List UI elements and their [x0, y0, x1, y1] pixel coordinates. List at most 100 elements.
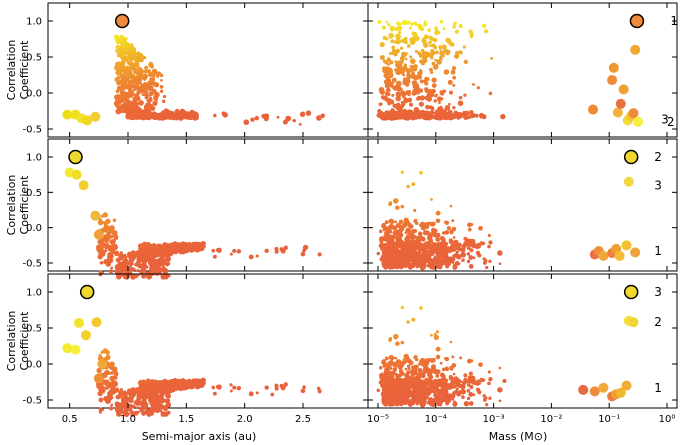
data-point	[292, 119, 295, 123]
data-point	[444, 366, 450, 372]
data-point	[147, 396, 150, 400]
data-point	[405, 68, 412, 74]
data-point	[159, 85, 164, 89]
data-point	[199, 378, 205, 384]
data-point	[432, 378, 438, 384]
data-point	[194, 243, 199, 249]
data-point	[136, 259, 142, 264]
data-point	[385, 97, 392, 104]
data-point	[394, 263, 397, 266]
data-point	[193, 247, 198, 252]
data-point	[414, 75, 418, 79]
data-point	[104, 237, 110, 243]
data-point	[376, 251, 380, 256]
data-point	[317, 252, 322, 257]
data-point	[413, 208, 417, 213]
data-point	[454, 29, 460, 34]
data-point	[399, 388, 405, 394]
data-point	[404, 367, 408, 371]
x-tick-label-left: 1.0	[120, 414, 136, 425]
data-point	[140, 251, 146, 258]
data-point	[166, 261, 171, 266]
data-point	[141, 87, 147, 93]
data-point	[105, 218, 111, 224]
big-data-point	[628, 108, 639, 119]
data-point	[435, 354, 441, 360]
data-point	[484, 396, 488, 400]
data-point	[125, 396, 129, 399]
data-point	[415, 259, 420, 264]
data-point	[442, 378, 448, 384]
data-point	[405, 238, 411, 245]
data-point	[172, 246, 178, 253]
data-point	[488, 259, 492, 263]
data-point	[152, 115, 157, 120]
data-point	[448, 374, 453, 380]
data-point	[114, 34, 119, 40]
data-point	[250, 117, 255, 122]
data-point	[406, 184, 410, 189]
data-point	[441, 44, 447, 50]
data-point	[411, 80, 418, 86]
data-point	[449, 340, 453, 344]
data-point	[136, 269, 140, 273]
data-point	[129, 66, 134, 70]
data-point	[431, 88, 436, 94]
data-point	[96, 246, 102, 253]
data-point	[424, 81, 429, 86]
data-point	[388, 32, 394, 39]
data-point	[100, 214, 105, 218]
data-point	[437, 31, 441, 35]
data-point	[396, 60, 402, 65]
data-point	[452, 75, 457, 80]
data-point	[147, 259, 150, 263]
data-point	[398, 22, 402, 26]
data-point	[154, 409, 158, 413]
data-point	[131, 100, 137, 106]
data-point	[110, 403, 114, 407]
data-point	[488, 376, 493, 382]
data-point	[255, 391, 259, 395]
data-point	[422, 361, 426, 365]
data-point	[476, 86, 480, 90]
data-point	[110, 266, 114, 270]
x-axis-label-left: Semi-major axis (au)	[142, 430, 257, 443]
data-point	[383, 381, 386, 385]
data-point	[393, 401, 397, 405]
data-point	[379, 236, 385, 242]
data-point	[163, 379, 167, 383]
data-point	[443, 69, 450, 75]
data-point	[243, 119, 250, 126]
data-point	[199, 244, 206, 251]
data-point	[158, 396, 163, 402]
data-point	[430, 198, 433, 201]
data-point	[456, 112, 461, 117]
data-point	[161, 266, 166, 271]
data-point	[437, 255, 442, 259]
data-point	[484, 259, 488, 263]
data-point	[156, 74, 160, 78]
data-point	[414, 49, 418, 53]
data-point	[274, 383, 279, 388]
data-point	[116, 111, 120, 115]
data-point	[418, 54, 423, 58]
data-point	[399, 231, 402, 234]
data-point	[446, 393, 452, 399]
data-point	[136, 406, 140, 410]
data-point	[386, 395, 391, 399]
data-point	[382, 67, 388, 74]
data-point	[448, 90, 454, 95]
data-point	[379, 89, 386, 95]
data-point	[425, 358, 429, 362]
data-point	[431, 242, 435, 246]
big-data-point	[621, 240, 632, 251]
data-point	[232, 385, 237, 390]
data-point	[392, 389, 398, 395]
data-point	[406, 263, 412, 269]
data-point	[113, 371, 119, 377]
big-data-point	[74, 317, 84, 328]
data-point	[400, 340, 405, 345]
data-point	[401, 224, 405, 228]
data-point	[141, 85, 144, 89]
data-point	[444, 105, 451, 111]
